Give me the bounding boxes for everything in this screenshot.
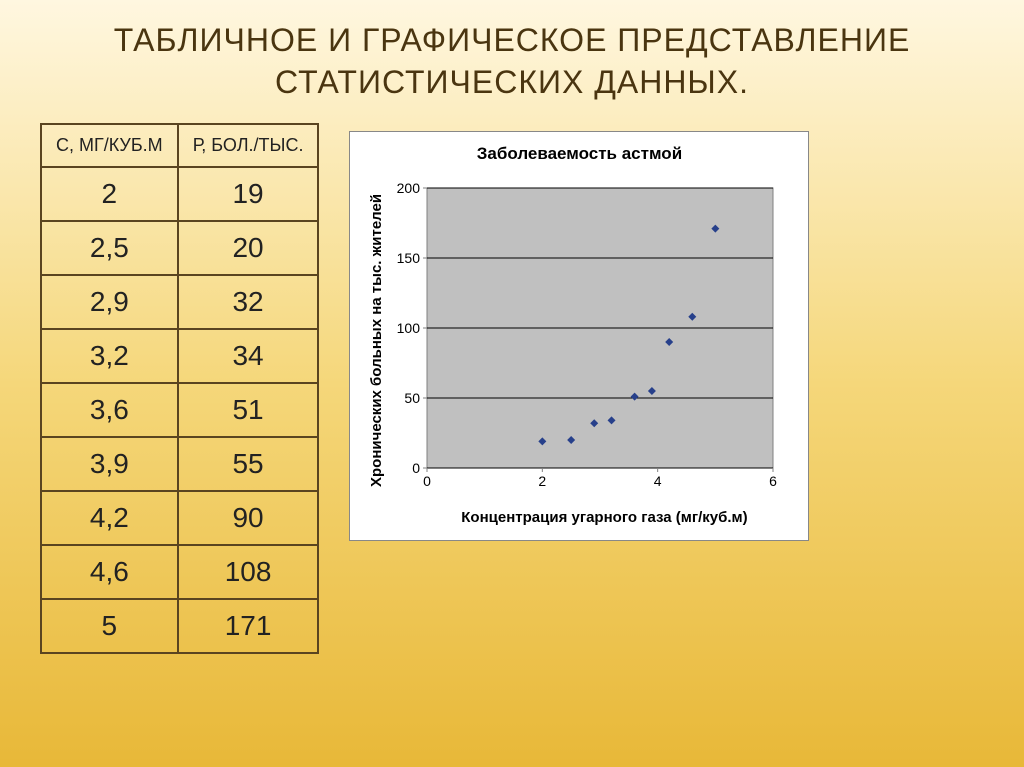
- table-cell: 4,2: [41, 491, 178, 545]
- table-cell: 55: [178, 437, 319, 491]
- y-tick-label: 0: [413, 460, 421, 476]
- table-row: 3,955: [41, 437, 318, 491]
- table-row: 3,651: [41, 383, 318, 437]
- table-cell: 3,9: [41, 437, 178, 491]
- slide-title: ТАБЛИЧНОЕ И ГРАФИЧЕСКОЕ ПРЕДСТАВЛЕНИЕ СТ…: [40, 20, 984, 103]
- table-cell: 20: [178, 221, 319, 275]
- table-cell: 171: [178, 599, 319, 653]
- data-table: С, МГ/КУБ.М Р, БОЛ./ТЫС. 2192,5202,9323,…: [40, 123, 319, 654]
- slide: ТАБЛИЧНОЕ И ГРАФИЧЕСКОЕ ПРЕДСТАВЛЕНИЕ СТ…: [0, 0, 1024, 767]
- table-cell: 19: [178, 167, 319, 221]
- table-cell: 2,9: [41, 275, 178, 329]
- y-axis-label: Хронических больных на тыс. жителей: [364, 178, 385, 503]
- table-cell: 3,2: [41, 329, 178, 383]
- scatter-plot: 0 50 100 150 200 0 2 4 6: [385, 178, 785, 498]
- col-header-c: С, МГ/КУБ.М: [41, 124, 178, 167]
- content-row: С, МГ/КУБ.М Р, БОЛ./ТЫС. 2192,5202,9323,…: [40, 123, 984, 654]
- table-row: 4,290: [41, 491, 318, 545]
- y-tick-label: 200: [397, 180, 421, 196]
- x-tick-label: 4: [654, 473, 662, 489]
- table-row: 2,520: [41, 221, 318, 275]
- x-tick-label: 6: [770, 473, 778, 489]
- table-cell: 3,6: [41, 383, 178, 437]
- table-cell: 51: [178, 383, 319, 437]
- table-cell: 32: [178, 275, 319, 329]
- table-row: 3,234: [41, 329, 318, 383]
- table-row: 219: [41, 167, 318, 221]
- table-cell: 90: [178, 491, 319, 545]
- y-tick-label: 50: [405, 390, 421, 406]
- x-tick-label: 0: [424, 473, 432, 489]
- table-cell: 2: [41, 167, 178, 221]
- table-cell: 108: [178, 545, 319, 599]
- table-cell: 2,5: [41, 221, 178, 275]
- table-cell: 4,6: [41, 545, 178, 599]
- table-row: 2,932: [41, 275, 318, 329]
- table-row: 4,6108: [41, 545, 318, 599]
- chart-title: Заболеваемость астмой: [364, 144, 794, 164]
- y-tick-label: 150: [397, 250, 421, 266]
- x-axis-label: Концентрация угарного газа (мг/куб.м): [414, 509, 794, 526]
- chart-container: Заболеваемость астмой Хронических больны…: [349, 131, 809, 541]
- table-cell: 34: [178, 329, 319, 383]
- y-tick-label: 100: [397, 320, 421, 336]
- col-header-p: Р, БОЛ./ТЫС.: [178, 124, 319, 167]
- table-cell: 5: [41, 599, 178, 653]
- table-row: 5171: [41, 599, 318, 653]
- x-tick-label: 2: [539, 473, 547, 489]
